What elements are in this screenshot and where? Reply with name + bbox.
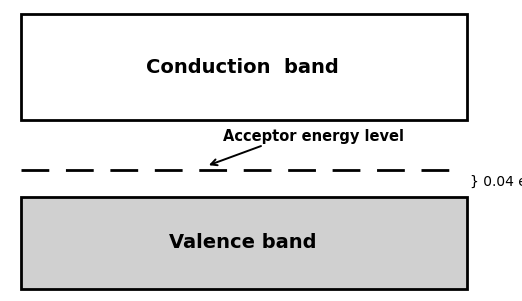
Text: Conduction  band: Conduction band	[146, 58, 339, 77]
Text: Valence band: Valence band	[169, 233, 316, 252]
Text: } 0.04 eV: } 0.04 eV	[470, 175, 522, 189]
Text: Acceptor energy level: Acceptor energy level	[223, 129, 404, 144]
Bar	[21, 14, 467, 120]
Bar	[21, 197, 467, 289]
